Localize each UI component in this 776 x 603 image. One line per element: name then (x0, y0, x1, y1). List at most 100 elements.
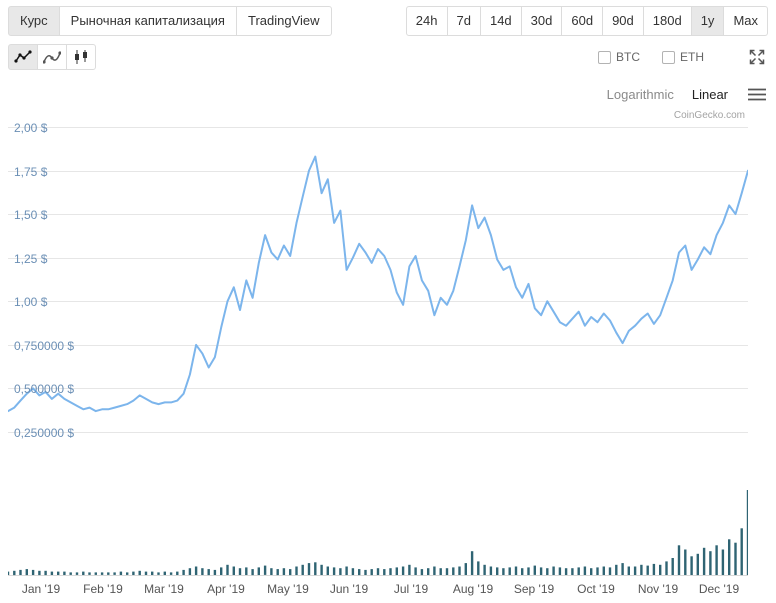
top-toolbar: Курс Рыночная капитализация TradingView … (8, 6, 768, 36)
volume-bar (696, 553, 699, 576)
volume-bar (144, 571, 148, 575)
volume-bar (539, 567, 543, 575)
volume-bar (615, 564, 618, 575)
tab-price[interactable]: Курс (8, 6, 60, 36)
volume-bar (307, 563, 311, 575)
x-axis-label: Jan '19 (21, 582, 61, 596)
eth-label: ETH (680, 50, 704, 64)
volume-bar (533, 565, 536, 575)
volume-bar (31, 569, 35, 575)
line-chart-icon (14, 50, 32, 63)
volume-bar (602, 566, 605, 575)
scale-toggle-row: Logarithmic Linear (607, 86, 768, 103)
chart-type-group (8, 44, 96, 70)
volume-bar (715, 545, 718, 575)
eth-toggle[interactable]: ETH (662, 50, 704, 64)
x-axis-label: Aug '19 (452, 582, 494, 596)
range-max[interactable]: Max (723, 6, 768, 36)
volume-bar (345, 566, 348, 575)
scale-linear[interactable]: Linear (691, 87, 728, 102)
volume-bar (746, 490, 748, 575)
volume-bar (684, 549, 687, 575)
volume-bar (207, 569, 210, 576)
volume-bar (408, 564, 411, 575)
volume-bar (38, 570, 41, 576)
volume-bar (489, 566, 493, 575)
tab-tradingview[interactable]: TradingView (235, 6, 332, 36)
volume-bar (734, 542, 737, 575)
volume-bar (608, 567, 612, 575)
chart-plot-area[interactable]: 2,00 $1,75 $1,50 $1,25 $1,00 $0,750000 $… (8, 120, 748, 598)
volume-bar (633, 566, 637, 575)
volume-bar (194, 566, 198, 575)
chart-tab-group: Курс Рыночная капитализация TradingView (8, 6, 332, 36)
volume-bar (527, 567, 530, 575)
volume-bar (163, 571, 166, 575)
volume-bar (25, 569, 28, 576)
x-axis-label: Nov '19 (637, 582, 679, 596)
volume-bar (558, 567, 562, 575)
volume-bar (220, 567, 223, 575)
volume-bar (100, 572, 104, 575)
volume-bar (470, 551, 474, 575)
volume-bar (157, 572, 160, 575)
volume-bar (57, 571, 60, 575)
volume-bar (232, 566, 235, 575)
volume-bar (88, 572, 91, 575)
volume-bar (740, 528, 743, 576)
volume-bar (358, 569, 361, 576)
volume-bar (351, 568, 355, 575)
volume-bar (546, 568, 549, 575)
volume-bar (721, 549, 725, 575)
volume-bar (690, 556, 693, 575)
fullscreen-button[interactable] (746, 46, 768, 68)
volume-bar (226, 564, 229, 575)
btc-checkbox[interactable] (598, 50, 611, 64)
volume-bar (270, 568, 273, 575)
volume-bar (552, 566, 555, 575)
range-90d[interactable]: 90d (602, 6, 644, 36)
hamburger-icon (748, 88, 766, 101)
range-14d[interactable]: 14d (479, 6, 522, 36)
volume-bar (458, 566, 461, 575)
volume-bar (19, 569, 22, 575)
btc-toggle[interactable]: BTC (598, 50, 640, 64)
range-30d[interactable]: 30d (520, 6, 563, 36)
scale-logarithmic[interactable]: Logarithmic (606, 87, 674, 102)
volume-bar (364, 569, 367, 575)
eth-checkbox[interactable] (662, 50, 675, 64)
tab-market-cap[interactable]: Рыночная капитализация (58, 6, 237, 36)
volume-bar (113, 572, 116, 575)
volume-bar (521, 568, 524, 575)
x-axis-label: Apr '19 (207, 582, 245, 596)
volume-bar (583, 566, 587, 575)
range-60d[interactable]: 60d (561, 6, 604, 36)
volume-bar (709, 551, 712, 575)
volume-bar (728, 539, 731, 575)
chart-menu-button[interactable] (746, 86, 768, 103)
spline-chart-button[interactable] (37, 44, 67, 70)
x-axis-label: Sep '19 (513, 582, 555, 596)
range-180d[interactable]: 180d (642, 6, 692, 36)
range-1y[interactable]: 1y (690, 6, 725, 36)
volume-bar (702, 547, 706, 575)
volume-bar (107, 572, 110, 575)
x-axis-label: Jul '19 (393, 582, 429, 596)
volume-bar (376, 568, 380, 575)
compare-controls: BTC ETH (598, 46, 768, 68)
candlestick-chart-button[interactable] (66, 44, 96, 70)
chart-canvas (8, 127, 748, 576)
volume-bar (314, 562, 317, 576)
volume-bar (251, 569, 254, 576)
line-chart-button[interactable] (8, 44, 38, 70)
range-7d[interactable]: 7d (446, 6, 481, 36)
volume-bar (138, 570, 141, 576)
range-24h[interactable]: 24h (405, 6, 448, 36)
x-axis-label: Jun '19 (329, 582, 369, 596)
volume-bar (564, 568, 568, 575)
volume-bar (282, 568, 286, 575)
volume-bar (590, 568, 593, 575)
volume-bar (82, 571, 85, 575)
volume-bar (201, 568, 204, 575)
